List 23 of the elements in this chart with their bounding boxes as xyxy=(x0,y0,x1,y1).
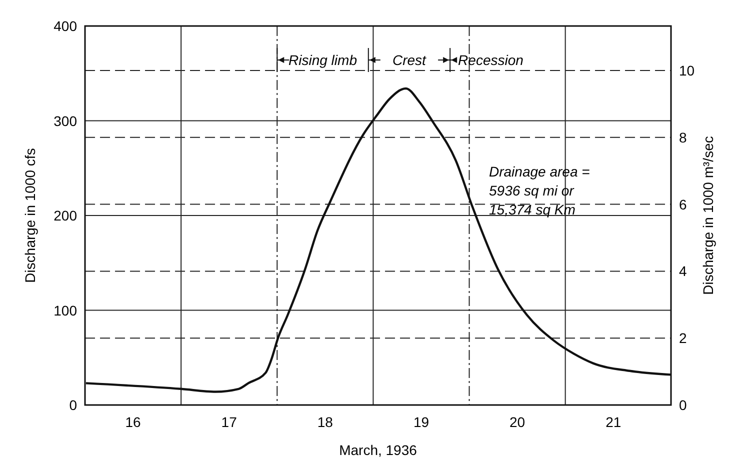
x-axis-title: March, 1936 xyxy=(339,442,418,458)
y2-tick-label: 8 xyxy=(679,129,687,146)
y2-tick-label: 0 xyxy=(679,397,687,413)
x-tick-label: 21 xyxy=(606,414,622,430)
x-tick-label: 18 xyxy=(317,414,334,430)
annotation: Recession xyxy=(458,52,524,68)
y-axis-title: Discharge in 1000 cfs xyxy=(22,148,38,283)
annotation: Rising limb xyxy=(288,52,358,68)
y-tick-label: 0 xyxy=(69,397,78,413)
y2-tick-label: 10 xyxy=(679,62,695,78)
x-tick-label: 19 xyxy=(413,414,430,430)
y2-axis-title: Discharge in 1000 m³/sec xyxy=(700,136,716,295)
y2-tick-label: 2 xyxy=(679,330,687,346)
y-tick-label: 300 xyxy=(54,112,78,129)
y2-tick-label: 6 xyxy=(679,196,687,212)
annotation: Crest xyxy=(392,52,428,68)
y2-tick-label: 4 xyxy=(679,263,687,280)
y-tick-label: 400 xyxy=(54,18,78,34)
x-tick-label: 17 xyxy=(221,414,238,430)
x-tick-label: 16 xyxy=(125,414,142,430)
x-tick-label: 20 xyxy=(510,414,526,430)
y-tick-label: 100 xyxy=(54,302,78,318)
y-tick-label: 200 xyxy=(54,208,78,224)
